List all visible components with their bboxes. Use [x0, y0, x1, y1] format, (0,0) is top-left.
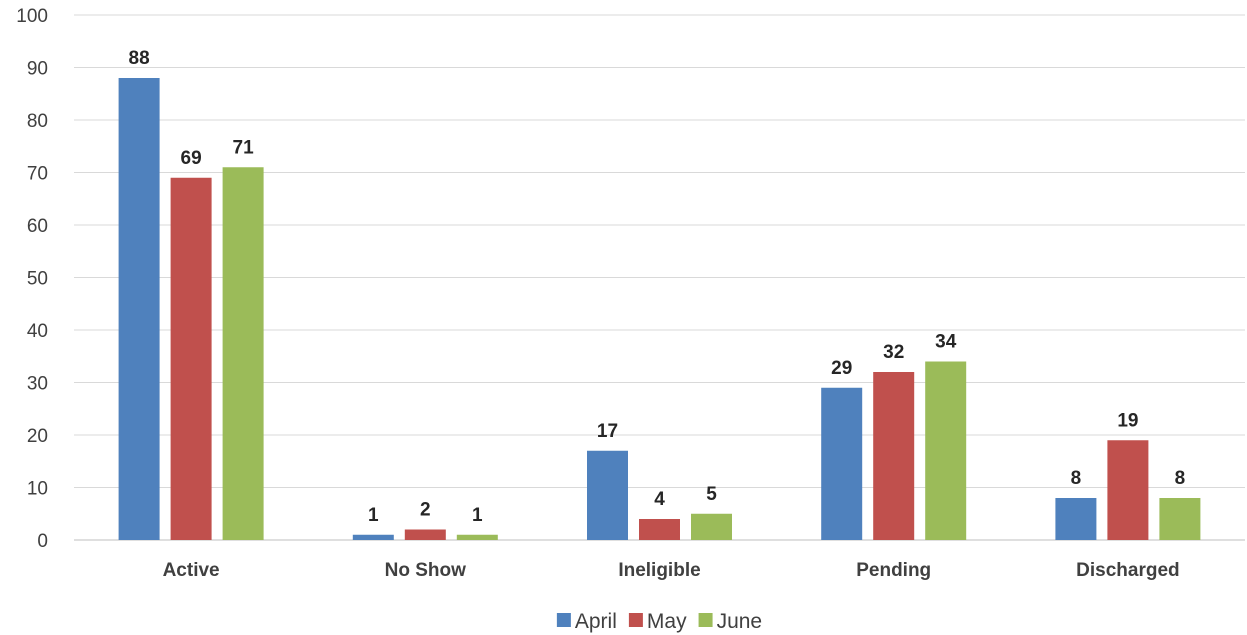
y-tick-label-40: 40: [27, 321, 48, 342]
y-axis-ticks: 0 10 20 30 40 50 60 70 80 90 100: [16, 6, 48, 552]
legend-label-april: April: [575, 610, 617, 633]
data-label-discharged-may: 19: [1117, 410, 1138, 431]
category-label-discharged: Discharged: [1076, 560, 1179, 581]
y-tick-label-60: 60: [27, 216, 48, 237]
bar-active-june: [222, 167, 264, 540]
data-label-active-may: 69: [181, 148, 202, 169]
data-label-pending-april: 29: [831, 358, 852, 379]
data-label-pending-june: 34: [935, 332, 957, 353]
data-label-ineligible-may: 4: [654, 489, 665, 510]
data-label-pending-may: 32: [883, 342, 904, 363]
bar-pending-june: [925, 361, 967, 540]
x-axis-categories: Active No Show Ineligible Pending Discharged: [163, 560, 1180, 581]
data-label-ineligible-june: 5: [706, 484, 717, 505]
bar-no-show-may: [404, 529, 446, 540]
bar-no-show-june: [456, 534, 498, 540]
category-label-pending: Pending: [856, 560, 931, 581]
y-tick-label-90: 90: [27, 59, 48, 80]
bar-discharged-june: [1159, 498, 1201, 540]
y-tick-label-20: 20: [27, 426, 48, 447]
category-label-ineligible: Ineligible: [618, 560, 700, 581]
y-tick-label-0: 0: [37, 531, 48, 552]
category-label-no-show: No Show: [385, 560, 466, 581]
legend-label-may: May: [647, 610, 687, 633]
bar-active-may: [170, 177, 212, 540]
data-label-discharged-april: 8: [1071, 468, 1082, 489]
data-label-ineligible-april: 17: [597, 421, 618, 442]
data-label-active-april: 88: [129, 48, 150, 69]
bar-discharged-april: [1055, 498, 1097, 540]
y-tick-label-100: 100: [16, 6, 48, 27]
bar-pending-april: [821, 387, 863, 540]
y-tick-label-50: 50: [27, 269, 48, 290]
y-tick-label-70: 70: [27, 164, 48, 185]
bar-ineligible-june: [691, 513, 732, 540]
y-tick-label-10: 10: [27, 479, 48, 500]
gridlines: [74, 14, 1245, 541]
y-tick-label-30: 30: [27, 374, 48, 395]
bar-discharged-may: [1107, 440, 1149, 540]
legend: April May June: [556, 610, 763, 633]
bar-no-show-april: [352, 534, 394, 540]
legend-label-june: June: [717, 610, 763, 633]
bar-pending-may: [873, 372, 915, 540]
legend-swatch-april: [556, 613, 571, 627]
data-labels: 88 69 71 1 2 1 17 4 5 29 32 34 8 19 8: [129, 48, 1186, 526]
data-label-active-june: 71: [233, 137, 255, 158]
bar-ineligible-may: [639, 519, 680, 540]
data-label-no-show-june: 1: [472, 505, 483, 526]
bars: [118, 78, 1201, 540]
data-label-no-show-may: 2: [420, 500, 431, 521]
category-label-active: Active: [163, 560, 220, 581]
data-label-discharged-june: 8: [1175, 468, 1186, 489]
data-label-no-show-april: 1: [368, 505, 379, 526]
legend-swatch-june: [698, 613, 713, 627]
y-tick-label-80: 80: [27, 111, 48, 132]
bar-ineligible-april: [587, 450, 628, 540]
legend-swatch-may: [628, 613, 643, 627]
bar-active-april: [118, 78, 160, 540]
